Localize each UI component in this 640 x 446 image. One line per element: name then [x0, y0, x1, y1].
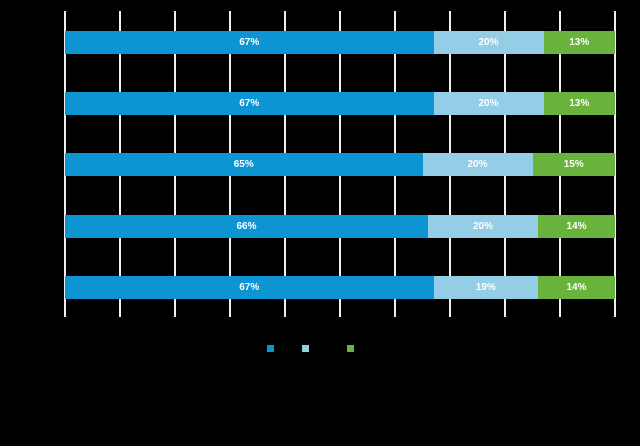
bar-segment: 14%: [538, 215, 615, 238]
bar-row: 67% 20% 13%: [65, 31, 615, 54]
bar-segment: 20%: [422, 153, 533, 176]
bar-segment: 67%: [65, 92, 434, 115]
bar-segment: 19%: [433, 276, 538, 299]
bar-label: 67%: [239, 281, 260, 293]
bar-segment: 67%: [65, 31, 434, 54]
bar-segment: 20%: [433, 31, 544, 54]
legend-swatch: [302, 345, 309, 352]
legend-swatch: [267, 345, 274, 352]
bar-label: 67%: [239, 36, 260, 48]
bar-label: 13%: [569, 36, 590, 48]
bar-label: 13%: [569, 97, 590, 109]
bar-segment: 65%: [65, 153, 423, 176]
bar-label: 19%: [475, 281, 496, 293]
bar-row: 65% 20% 15%: [65, 153, 615, 176]
bar-label: 20%: [478, 97, 499, 109]
bar-segment: 14%: [538, 276, 615, 299]
bar-label: 67%: [239, 97, 260, 109]
bar-label: 14%: [566, 281, 587, 293]
bar-label: 65%: [233, 158, 254, 170]
plot-area: 67% 20% 13% 67% 20% 13% 65% 20% 15% 66% 20% 14% 67% 1…: [64, 11, 616, 317]
gridline: [614, 11, 616, 317]
bar-segment: 66%: [65, 215, 428, 238]
bar-label: 66%: [236, 220, 257, 232]
bar-row: 66% 20% 14%: [65, 215, 615, 238]
bar-label: 14%: [566, 220, 587, 232]
bar-segment: 15%: [532, 153, 615, 176]
bar-row: 67% 20% 13%: [65, 92, 615, 115]
bar-segment: 20%: [428, 215, 538, 238]
bar-segment: 67%: [65, 276, 434, 299]
bar-row: 67% 19% 14%: [65, 276, 615, 299]
bar-label: 20%: [472, 220, 493, 232]
bar-label: 20%: [467, 158, 488, 170]
bar-segment: 20%: [433, 92, 544, 115]
bar-segment: 13%: [543, 92, 615, 115]
bar-segment: 13%: [543, 31, 615, 54]
legend-swatch: [347, 345, 354, 352]
bar-label: 20%: [478, 36, 499, 48]
bar-label: 15%: [563, 158, 584, 170]
